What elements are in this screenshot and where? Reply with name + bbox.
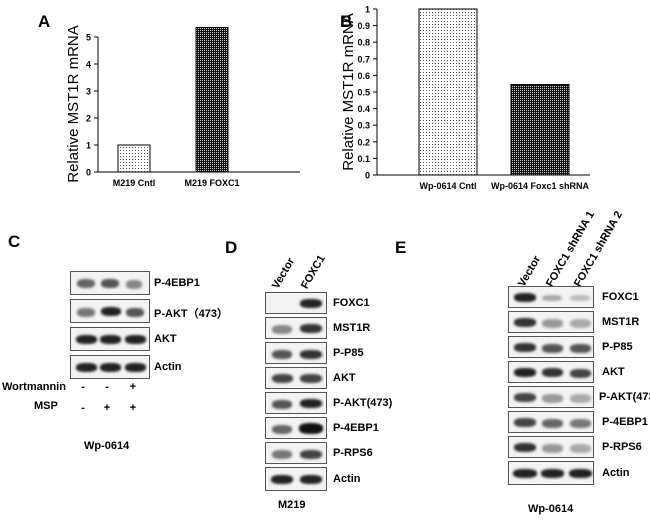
blot-c-row-3 — [70, 355, 150, 379]
lane-d-vector: Vector — [270, 255, 298, 291]
wortmannin-sign-1: - — [105, 381, 109, 393]
blot-e-label-3: AKT — [602, 366, 625, 378]
y-axis-title: Relative MST1R mRNA — [340, 13, 357, 171]
blot-d-label-3: AKT — [333, 372, 356, 384]
blot-d-row-2 — [265, 342, 327, 364]
lane-e-vector: Vector — [516, 253, 544, 289]
category-label: M219 Cntl — [113, 178, 156, 188]
blot-e-row-5 — [508, 411, 594, 433]
panel-label-e: E — [395, 238, 407, 257]
treatment-msp: MSP — [34, 400, 58, 412]
y-axis-title: Relative MST1R mRNA — [65, 25, 82, 183]
bar — [195, 27, 229, 173]
bar — [510, 84, 570, 176]
y-tick-label: 0.3 — [357, 121, 370, 131]
blot-d-row-1 — [265, 317, 327, 339]
treatment-wortmannin: Wortmannin — [2, 381, 66, 393]
chart-b: 0 0.1 0.2 0.3 0.4 0.5 0.6 0.7 0.8 0.9 1 Wp-0614 Cnt… — [340, 5, 590, 191]
y-tick-label: 3 — [86, 87, 91, 97]
y-tick-label: 0.7 — [357, 54, 370, 64]
y-tick-label: 0.6 — [357, 71, 370, 81]
blot-c-label-2: AKT — [154, 333, 177, 345]
blot-e-label-2: P-P85 — [602, 341, 633, 353]
blot-c-cell-line: Wp-0614 — [84, 440, 130, 452]
blot-c-row-0 — [70, 271, 150, 295]
blot-e-row-3 — [508, 361, 594, 383]
y-tick-label: 0.1 — [357, 154, 370, 164]
msp-sign-1: + — [103, 402, 111, 414]
y-tick-label: 0.9 — [357, 21, 370, 31]
y-tick-label: 1 — [365, 5, 370, 15]
y-tick-label: 0.8 — [357, 38, 370, 48]
blot-c-row-2 — [70, 327, 150, 351]
y-tick-label: 0 — [86, 168, 91, 178]
chart-a: 0 1 2 3 4 5 M219 Cntl M219 FOXC1 Relative MST1R … — [65, 25, 300, 188]
blot-d-label-6: P-RPS6 — [333, 447, 373, 459]
panel-label-c: C — [8, 232, 21, 251]
blot-e-label-6: P-RPS6 — [602, 441, 642, 453]
blot-d-label-4: P-AKT(473) — [333, 397, 393, 409]
blot-e-label-4: P-AKT(473) — [599, 391, 650, 403]
category-label: Wp-0614 Cntl — [419, 181, 476, 191]
blot-e-label-0: FOXC1 — [602, 291, 639, 303]
y-tick-label: 2 — [86, 114, 91, 124]
y-tick-label: 1 — [86, 141, 91, 151]
panel-label-d: D — [225, 238, 238, 257]
blot-d-row-0 — [265, 292, 327, 314]
msp-sign-0: - — [81, 402, 85, 414]
blot-d-label-2: P-P85 — [333, 347, 364, 359]
blot-e-row-0 — [508, 286, 594, 308]
blot-d-row-6 — [265, 442, 327, 464]
y-tick-label: 4 — [86, 60, 91, 70]
blot-c-label-3: Actin — [154, 361, 182, 373]
blot-e-label-5: P-4EBP1 — [602, 416, 648, 428]
category-label: M219 FOXC1 — [184, 178, 239, 188]
blot-d-cell-line: M219 — [278, 499, 306, 511]
blot-d-label-7: Actin — [333, 473, 361, 485]
blot-e-row-1 — [508, 311, 594, 333]
blot-e-label-1: MST1R — [602, 316, 640, 328]
category-label: Wp-0614 Foxc1 shRNA — [491, 181, 590, 191]
y-tick-label: 0.5 — [357, 88, 370, 98]
blot-d-row-4 — [265, 392, 327, 414]
blot-e-label-7: Actin — [602, 467, 630, 479]
blot-e-row-7 — [508, 461, 594, 485]
wortmannin-sign-0: - — [81, 381, 85, 393]
y-tick-label: 5 — [86, 33, 91, 43]
y-tick-label: 0.4 — [357, 104, 370, 114]
msp-sign-2: + — [129, 402, 137, 414]
bar — [117, 144, 151, 173]
panel-label-a: A — [38, 12, 51, 31]
blot-c-label-0: P-4EBP1 — [154, 277, 200, 289]
blot-e-cell-line: Wp-0614 — [528, 503, 574, 515]
blot-e-row-6 — [508, 436, 594, 458]
blot-e-row-4 — [508, 386, 594, 408]
y-tick-label: 0 — [365, 171, 370, 181]
blot-d-label-5: P-4EBP1 — [333, 422, 379, 434]
wortmannin-sign-2: + — [129, 381, 137, 393]
y-tick-label: 0.2 — [357, 137, 370, 147]
blot-e-row-2 — [508, 336, 594, 358]
blot-d-label-0: FOXC1 — [333, 297, 370, 309]
blot-c-label-1: P-AKT（473） — [154, 308, 228, 320]
panel-label-b: B — [340, 12, 353, 31]
blot-d-row-3 — [265, 367, 327, 389]
blot-d-row-5 — [265, 417, 327, 439]
blot-d-row-7 — [265, 467, 327, 491]
lane-d-foxc1: FOXC1 — [299, 253, 328, 291]
bar — [418, 8, 478, 176]
blot-d-label-1: MST1R — [333, 322, 371, 334]
blot-c-row-1 — [70, 299, 150, 323]
